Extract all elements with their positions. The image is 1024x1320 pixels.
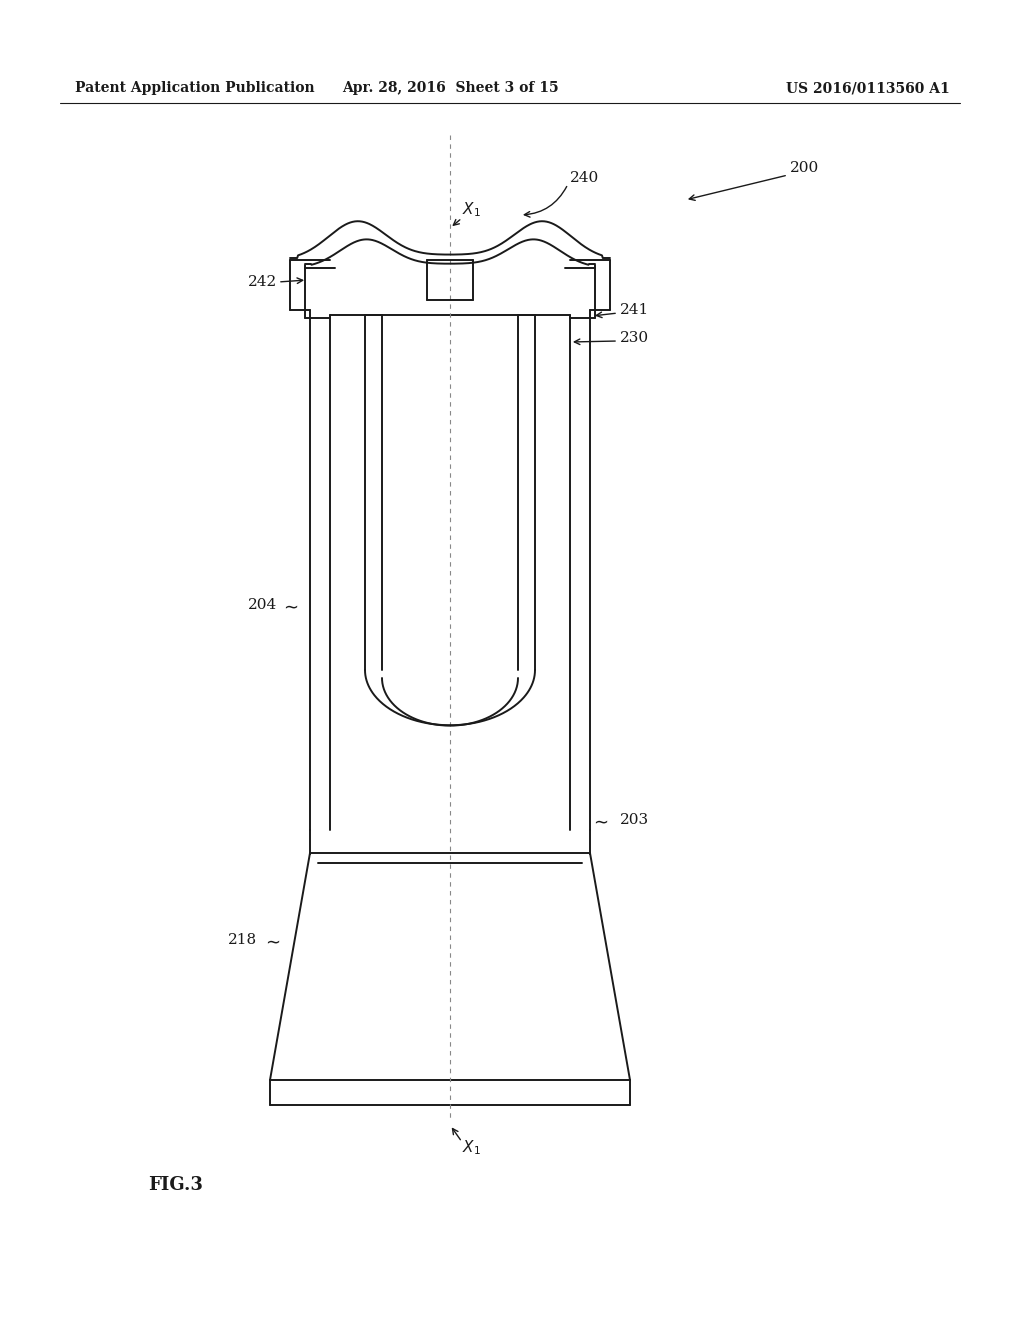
Text: 240: 240 xyxy=(570,172,599,185)
Text: 242: 242 xyxy=(248,275,278,289)
Text: 203: 203 xyxy=(620,813,649,828)
Text: FIG.3: FIG.3 xyxy=(148,1176,203,1195)
Text: Patent Application Publication: Patent Application Publication xyxy=(75,81,314,95)
Text: 218: 218 xyxy=(228,933,257,946)
Text: ∼: ∼ xyxy=(593,814,608,832)
Text: US 2016/0113560 A1: US 2016/0113560 A1 xyxy=(786,81,950,95)
Text: $X_1$: $X_1$ xyxy=(462,1139,481,1158)
Text: ∼: ∼ xyxy=(265,935,281,952)
Text: 200: 200 xyxy=(790,161,819,176)
Text: 204: 204 xyxy=(248,598,278,612)
Text: 241: 241 xyxy=(620,304,649,317)
Text: $X_1$: $X_1$ xyxy=(462,201,481,219)
Text: Apr. 28, 2016  Sheet 3 of 15: Apr. 28, 2016 Sheet 3 of 15 xyxy=(342,81,558,95)
Text: ∼: ∼ xyxy=(283,599,298,616)
Text: 230: 230 xyxy=(620,331,649,345)
